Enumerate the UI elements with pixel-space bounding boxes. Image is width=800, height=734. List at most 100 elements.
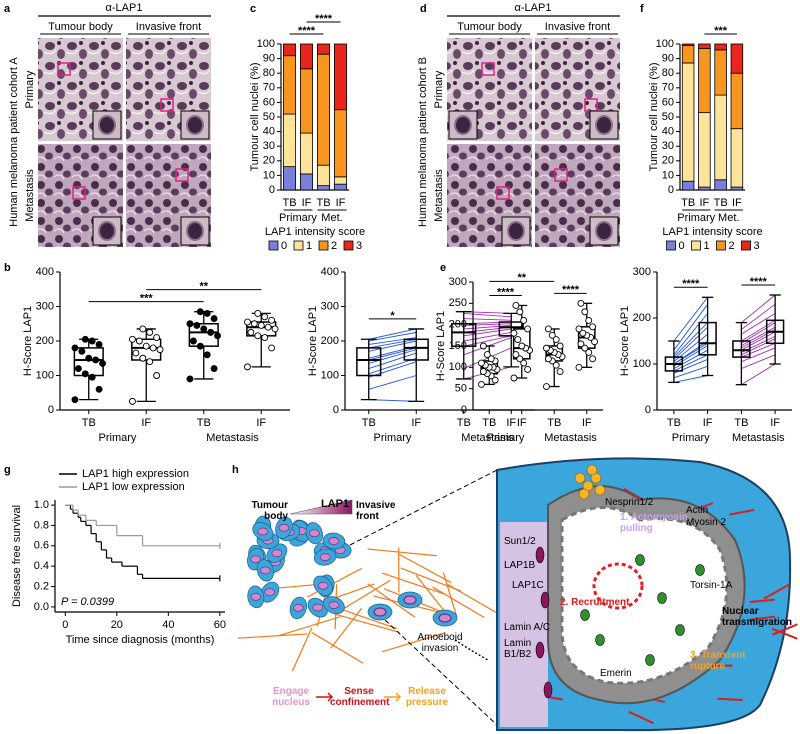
x-tick-label: IF	[582, 417, 592, 429]
data-point	[146, 358, 154, 366]
legend-label: LAP1 low expression	[82, 481, 185, 493]
step-label: Engage nucleus	[272, 686, 310, 708]
y-tick-label: 40	[263, 126, 275, 138]
data-point	[264, 323, 272, 331]
y-tick-label: 90	[662, 53, 674, 65]
inset-nucleus	[595, 221, 613, 241]
data-point	[261, 313, 269, 321]
paired-line	[368, 328, 417, 340]
y-tick-label: 20	[662, 155, 674, 167]
bar-segment	[698, 186, 711, 191]
roi-box	[496, 186, 510, 200]
data-point	[210, 315, 218, 323]
group-label: Primary	[677, 212, 715, 224]
collagen-fibre	[381, 572, 445, 595]
data-point	[514, 336, 522, 344]
nucleus-label: Torsin-1A	[690, 580, 733, 591]
actin-fibre	[771, 627, 798, 640]
x-tick-label: IF	[732, 197, 742, 209]
y-axis-label: Disease free survival	[11, 505, 23, 607]
paired-line	[673, 297, 708, 342]
inset-nucleus	[595, 115, 613, 135]
box	[356, 347, 382, 377]
inset-nucleus	[507, 221, 525, 241]
y-tick-label: 0	[333, 404, 339, 416]
paired-line	[741, 363, 776, 386]
data-point	[186, 375, 194, 383]
y-tick-label: 0.8	[34, 519, 49, 531]
zoom-line	[349, 469, 498, 546]
y-axis-label: H-Score LAP1	[307, 306, 319, 376]
data-point	[78, 347, 86, 355]
legend-swatch	[666, 240, 676, 251]
x-tick-label: TB	[681, 197, 695, 209]
data-point	[575, 325, 583, 333]
data-point	[99, 359, 107, 367]
y-tick-label: 10	[263, 169, 275, 181]
data-point	[577, 299, 585, 307]
group-label: Primary	[487, 432, 525, 444]
paired-line	[463, 312, 512, 318]
nucleus-label: Lamin B1/B2	[504, 638, 532, 660]
bar-segment	[730, 43, 744, 74]
actin-fibre	[628, 710, 655, 725]
data-point	[142, 342, 150, 350]
legend-swatch	[716, 240, 726, 251]
collagen-fibre	[442, 572, 458, 617]
lap1-molecule	[540, 591, 550, 609]
data-point	[516, 308, 524, 316]
y-tick-label: 80	[662, 67, 674, 79]
data-point	[186, 320, 194, 328]
data-point	[548, 331, 556, 339]
data-point	[510, 374, 518, 382]
torsin-molecule	[695, 564, 705, 576]
cohort-label: Human melanoma patient cohort B	[417, 57, 429, 227]
nesprin-cluster	[578, 488, 590, 500]
x-tick-label: TB	[362, 417, 376, 429]
bar-segment	[282, 55, 297, 115]
bar-segment	[714, 49, 727, 96]
paired-line	[741, 347, 776, 363]
box	[131, 338, 162, 361]
lap1-molecule	[535, 546, 545, 564]
legend-label: 2	[331, 240, 337, 252]
cell-nucleus	[250, 555, 262, 564]
x-tick-label: TB	[667, 417, 681, 429]
data-point	[95, 341, 103, 348]
legend-swatch	[741, 240, 751, 251]
panel-letter: a	[4, 3, 11, 15]
group-label: Primary	[374, 432, 412, 444]
data-point	[189, 337, 197, 345]
data-point	[552, 336, 560, 344]
y-tick-label: 100	[36, 369, 54, 381]
cell-nucleus	[308, 529, 320, 538]
actin-fibre	[717, 697, 743, 702]
cell-nucleus	[278, 523, 290, 532]
data-point	[589, 355, 597, 363]
x-tick-label: IF	[517, 417, 527, 429]
y-tick-label: 200	[321, 335, 339, 347]
roi-box	[57, 62, 71, 76]
data-point	[156, 346, 164, 354]
torsin-molecule	[657, 592, 667, 604]
y-tick-label: 300	[449, 276, 467, 288]
nucleus-label: Nuclear transmigration	[722, 606, 793, 628]
data-point	[520, 359, 528, 367]
data-point	[479, 342, 487, 350]
data-point	[556, 342, 564, 350]
cell-nucleus	[292, 604, 304, 612]
x-tick-label: IF	[256, 417, 266, 429]
paired-line	[673, 303, 708, 351]
bar-segment	[299, 43, 314, 70]
x-tick-label: 60	[214, 619, 226, 631]
nucleus-label: Myosin 2	[686, 517, 727, 528]
data-point	[85, 354, 93, 362]
column-label: Tumour body	[457, 21, 522, 33]
data-point	[268, 316, 276, 324]
collagen-fibre	[311, 632, 364, 664]
inset-nucleus	[98, 115, 116, 135]
bar-segment	[714, 179, 727, 191]
paired-line	[741, 294, 776, 323]
data-point	[74, 365, 82, 373]
data-point	[575, 363, 583, 371]
